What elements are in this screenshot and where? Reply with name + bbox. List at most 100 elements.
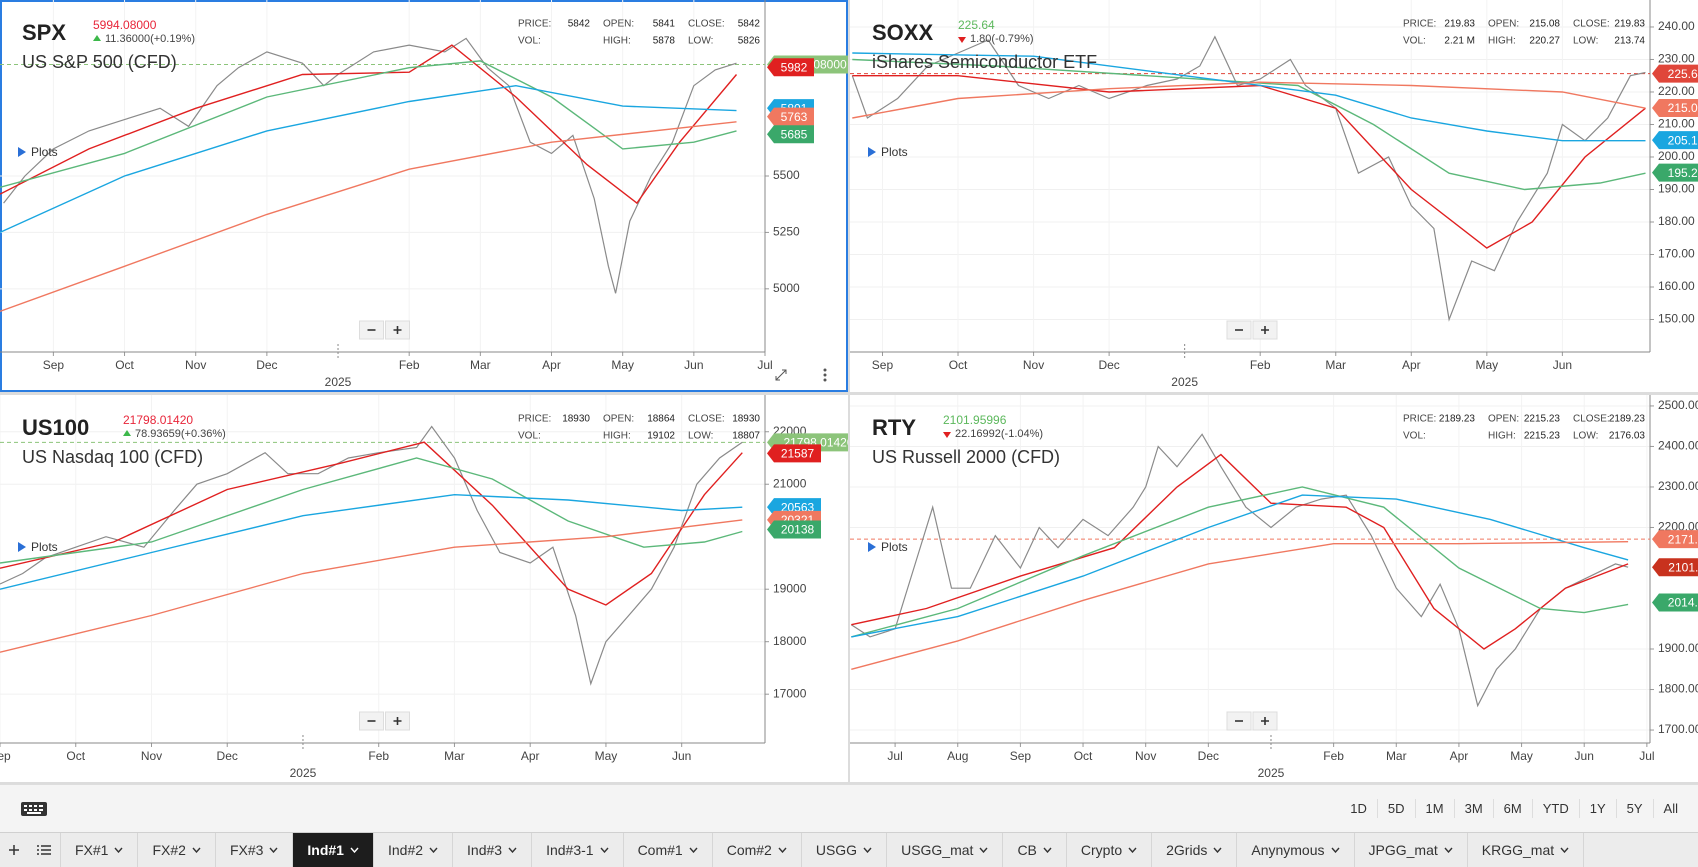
chevron [269,847,278,853]
tab-list[interactable] [28,833,61,867]
stat-label: LOW: [1573,36,1598,47]
change: 11.36000(+0.19%) [105,33,195,45]
plots-arrow[interactable] [18,542,26,552]
tab[interactable]: CB [1003,833,1067,867]
tab[interactable]: KRGG_mat [1468,833,1585,867]
range-button[interactable]: 1D [1350,801,1367,816]
range-button[interactable]: 5Y [1615,799,1653,818]
series-group [0,37,738,313]
series-group [0,425,743,686]
price-tag-label: 5982 [781,60,808,74]
price-tag-label: 2171.33 [1668,532,1698,546]
y-tick-label: 150.00 [1658,312,1695,326]
tab[interactable]: Com#1 [624,833,713,867]
range-button[interactable]: 3M [1453,799,1493,818]
stat-label: PRICE: [1403,414,1436,425]
stat-value: 220.27 [1529,36,1560,47]
tab-chevron [1128,847,1137,853]
chevron [1213,847,1222,853]
tab[interactable]: Anynymous [1237,833,1355,867]
tab-chevron [429,847,438,853]
x-tick-label: Dec [1098,358,1119,372]
tab[interactable]: USGG_mat [887,833,1004,867]
x-tick-label: Mar [1386,749,1407,763]
tab[interactable]: Ind#1 [293,833,374,867]
y-tick-label: 5250 [773,225,800,239]
chevron [1043,847,1052,853]
tab[interactable]: FX#3 [216,833,294,867]
price-line-series [3,37,737,294]
plots-label[interactable]: Plots [31,145,58,159]
price-tag [767,444,821,463]
stat-label: VOL: [518,431,541,442]
x-tick-label: Jun [684,358,703,372]
tab[interactable]: Ind#3 [453,833,533,867]
plots-label[interactable]: Plots [31,540,58,554]
zoom-in-icon [1261,717,1269,725]
x-tick-label: Jul [757,358,772,372]
price-tag [767,107,814,126]
tab[interactable]: 2Grids [1152,833,1238,867]
range-button[interactable]: 5D [1376,799,1415,818]
price-tag-label: 2101.95996 [1668,560,1698,574]
x-tick-label: Nov [1023,358,1044,372]
price-line-series [850,433,1629,708]
price-line-series [851,35,1646,322]
add-tab[interactable] [0,833,28,867]
menu-dot [823,368,827,372]
stat-value: 219.83 [1444,19,1475,30]
y-tick-label: 5000 [773,281,800,295]
tab[interactable]: Ind#3-1 [532,833,624,867]
plots-label[interactable]: Plots [881,540,908,554]
price-tag [1652,558,1698,577]
keyboard-icon[interactable] [20,799,50,819]
price-tag [767,520,821,539]
stat-value: 2189.23 [1609,414,1646,425]
stat-value: 5842 [738,19,761,30]
tab[interactable]: FX#2 [138,833,216,867]
moving-average-line [851,486,1629,638]
plots-label[interactable]: Plots [881,145,908,159]
range-button[interactable]: 6M [1492,799,1532,818]
stat-value: 18807 [732,431,760,442]
stat-value: 5841 [653,19,676,30]
tab[interactable]: JPGG_mat [1355,833,1468,867]
stat-value: 19102 [647,431,675,442]
stat-label: VOL: [518,36,541,47]
range-button[interactable]: All [1652,799,1688,818]
x-tick-label: Sep [43,358,65,372]
price-tag-label: 205.19 [1668,133,1698,147]
symbol: RTY [872,415,916,440]
plots-arrow[interactable] [868,147,876,157]
range-button[interactable]: 1M [1414,799,1454,818]
y-tick-label: 190.00 [1658,182,1695,196]
plots-arrow[interactable] [868,542,876,552]
tab-label: Ind#3 [467,842,503,858]
range-button[interactable]: YTD [1531,799,1579,818]
x-tick-label: Apr [1450,749,1469,763]
range-button[interactable]: 1Y [1578,799,1616,818]
expand-icon[interactable] [775,369,787,381]
tab[interactable]: Crypto [1067,833,1153,867]
tab-chevron [114,847,123,853]
x-tick-label: Jun [1575,749,1594,763]
moving-average-line [851,453,1629,650]
price-tag [1652,530,1698,549]
x-tick-label: Nov [141,749,162,763]
tab[interactable]: USGG [802,833,888,867]
y-tick-label: 170.00 [1658,247,1695,261]
stat-value: 2176.03 [1609,431,1646,442]
menu-dot [823,378,827,382]
plots-arrow[interactable] [18,147,26,157]
tab[interactable]: Ind#2 [374,833,454,867]
instrument-name: iShares Semiconductor ETF [872,52,1097,72]
change: 22.16992(-1.04%) [955,428,1043,440]
tab-chevron [269,847,278,853]
tab[interactable]: Com#2 [713,833,802,867]
stat-label: CLOSE: [1573,414,1610,425]
tab[interactable]: FX#1 [61,833,139,867]
moving-average-line [851,494,1629,638]
tab-label: 2Grids [1166,842,1208,858]
x-tick-label: Apr [542,358,561,372]
stat-label: OPEN: [603,19,634,30]
